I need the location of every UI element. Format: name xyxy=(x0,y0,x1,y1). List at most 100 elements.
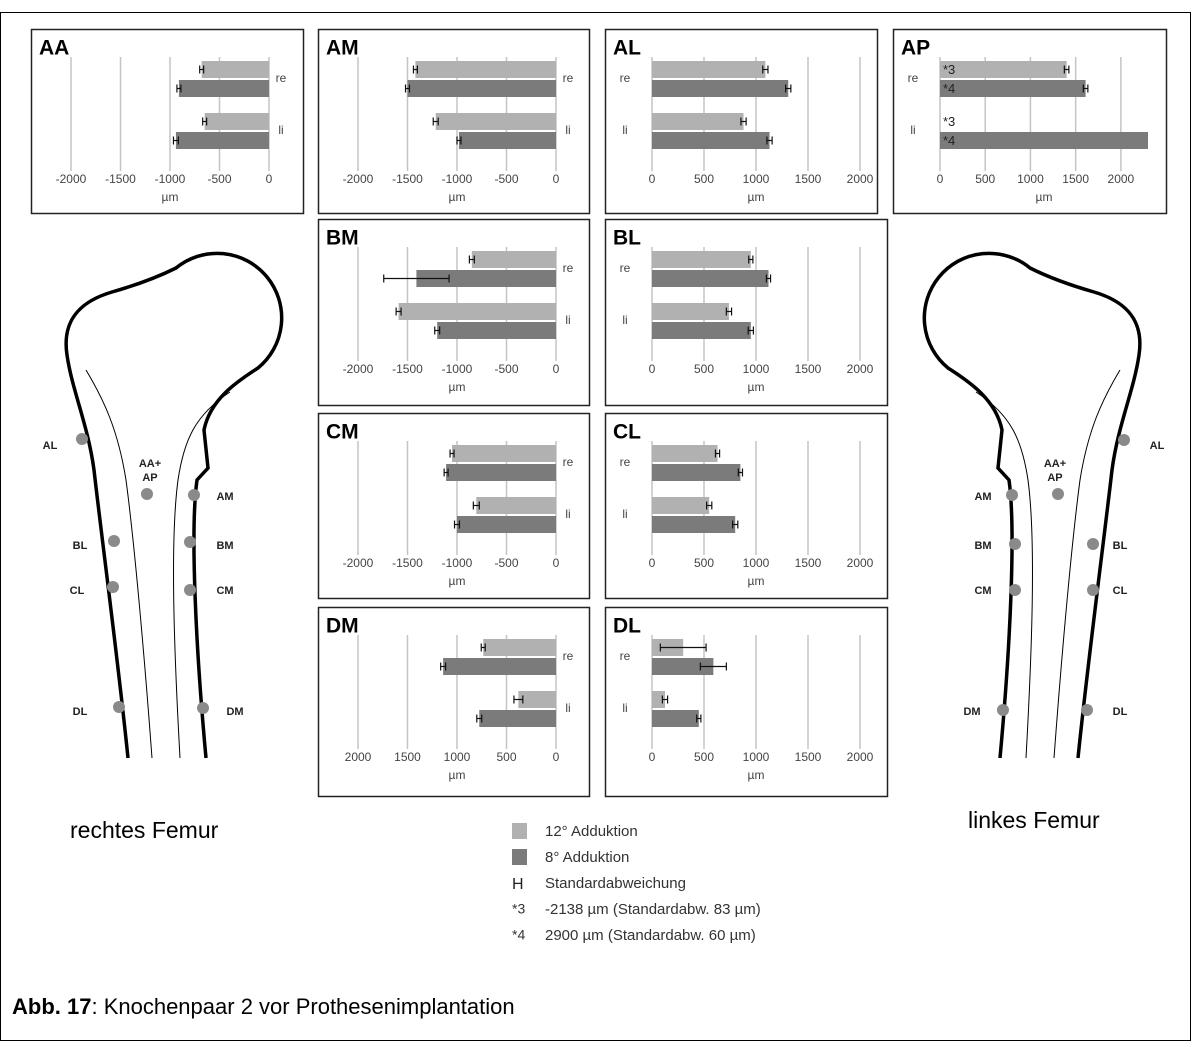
x-tick-label: 500 xyxy=(694,172,714,186)
x-axis-label: µm xyxy=(162,190,179,204)
x-axis-label: µm xyxy=(449,380,466,394)
measure-point xyxy=(184,536,196,548)
x-tick-label: 1000 xyxy=(743,556,770,570)
x-axis-label: µm xyxy=(748,574,765,588)
x-tick-label: 0 xyxy=(553,172,560,186)
point-label: AP xyxy=(142,472,157,484)
bar xyxy=(652,61,765,78)
x-tick-label: 2000 xyxy=(847,750,874,764)
category-label: re xyxy=(563,455,574,469)
category-label: re xyxy=(276,71,287,85)
chart-title: CM xyxy=(326,421,359,444)
measure-point xyxy=(1009,584,1021,596)
point-label: AM xyxy=(974,491,991,503)
x-tick-label: 2000 xyxy=(345,750,372,764)
x-tick-label: 0 xyxy=(266,172,273,186)
panel xyxy=(606,220,888,406)
x-tick-label: -2000 xyxy=(343,172,374,186)
chart-title: AP xyxy=(901,37,930,60)
legend-label: 8° Adduktion xyxy=(545,849,629,866)
x-tick-label: 1000 xyxy=(743,172,770,186)
bar xyxy=(476,497,556,514)
x-tick-label: -2000 xyxy=(343,556,374,570)
x-tick-label: -2000 xyxy=(56,172,87,186)
category-label: re xyxy=(620,649,631,663)
bar xyxy=(443,658,556,675)
bar xyxy=(437,322,556,339)
category-label: re xyxy=(620,71,631,85)
bar xyxy=(652,322,751,339)
x-tick-label: 1500 xyxy=(795,362,822,376)
bar xyxy=(652,710,699,727)
measure-point xyxy=(108,535,120,547)
x-tick-label: -500 xyxy=(207,172,231,186)
femur-caption: rechtes Femur xyxy=(70,817,219,843)
x-axis-label: µm xyxy=(748,768,765,782)
measure-point xyxy=(1087,584,1099,596)
bar xyxy=(652,516,735,533)
bar xyxy=(652,132,770,149)
x-axis-label: µm xyxy=(748,190,765,204)
x-tick-label: 1000 xyxy=(1017,172,1044,186)
x-axis-label: µm xyxy=(449,768,466,782)
point-label: AA+ xyxy=(1044,458,1066,470)
footnote-mark: *3 xyxy=(512,901,525,917)
point-label: AL xyxy=(43,440,58,452)
chart-title: DL xyxy=(613,615,641,638)
x-tick-label: 1000 xyxy=(444,750,471,764)
bar xyxy=(479,710,556,727)
x-axis-label: µm xyxy=(449,190,466,204)
bar xyxy=(652,497,709,514)
legend-swatch xyxy=(512,823,527,839)
x-tick-label: 0 xyxy=(649,362,656,376)
category-label: re xyxy=(563,649,574,663)
x-tick-label: -1000 xyxy=(442,556,473,570)
x-tick-label: 2000 xyxy=(847,362,874,376)
bar xyxy=(399,303,556,320)
chart-title: AM xyxy=(326,37,359,60)
point-label: DM xyxy=(963,706,980,718)
x-tick-label: -1500 xyxy=(392,556,423,570)
category-label: li xyxy=(622,313,627,327)
bar xyxy=(457,516,556,533)
bar xyxy=(652,251,751,268)
footnote-mark: *4 xyxy=(512,927,525,943)
bar xyxy=(179,80,269,97)
category-label: re xyxy=(620,455,631,469)
caption-label: Abb. 17 xyxy=(12,994,91,1019)
point-label: BL xyxy=(73,540,88,552)
point-label: CL xyxy=(1113,585,1128,597)
measure-point xyxy=(1087,538,1099,550)
bar xyxy=(446,464,556,481)
femur-drawing xyxy=(66,253,282,758)
x-tick-label: -500 xyxy=(494,556,518,570)
footnote-text: 2900 µm (Standardabw. 60 µm) xyxy=(545,927,756,944)
chart-title: BM xyxy=(326,227,359,250)
x-tick-label: -2000 xyxy=(343,362,374,376)
bar xyxy=(652,445,718,462)
x-axis-label: µm xyxy=(748,380,765,394)
x-tick-label: 1000 xyxy=(743,750,770,764)
x-axis-label: µm xyxy=(1036,190,1053,204)
x-tick-label: 2000 xyxy=(847,172,874,186)
x-tick-label: 0 xyxy=(649,556,656,570)
bar xyxy=(176,132,269,149)
figure-caption: Abb. 17: Knochenpaar 2 vor Prothesenimpl… xyxy=(12,994,515,1019)
point-label: DL xyxy=(1113,706,1128,718)
x-axis-label: µm xyxy=(449,574,466,588)
chart-title: CL xyxy=(613,421,641,444)
x-tick-label: 2000 xyxy=(847,556,874,570)
measure-point xyxy=(1118,434,1130,446)
measure-point xyxy=(141,488,153,500)
bar xyxy=(652,464,740,481)
femur-caption: linkes Femur xyxy=(968,807,1100,833)
x-tick-label: -1500 xyxy=(105,172,136,186)
measure-point xyxy=(76,433,88,445)
category-label: re xyxy=(908,71,919,85)
annotation: *4 xyxy=(943,133,955,148)
point-label: AA+ xyxy=(139,458,161,470)
x-tick-label: 0 xyxy=(649,172,656,186)
bar xyxy=(408,80,557,97)
point-label: AP xyxy=(1047,472,1062,484)
category-label: li xyxy=(278,123,283,137)
